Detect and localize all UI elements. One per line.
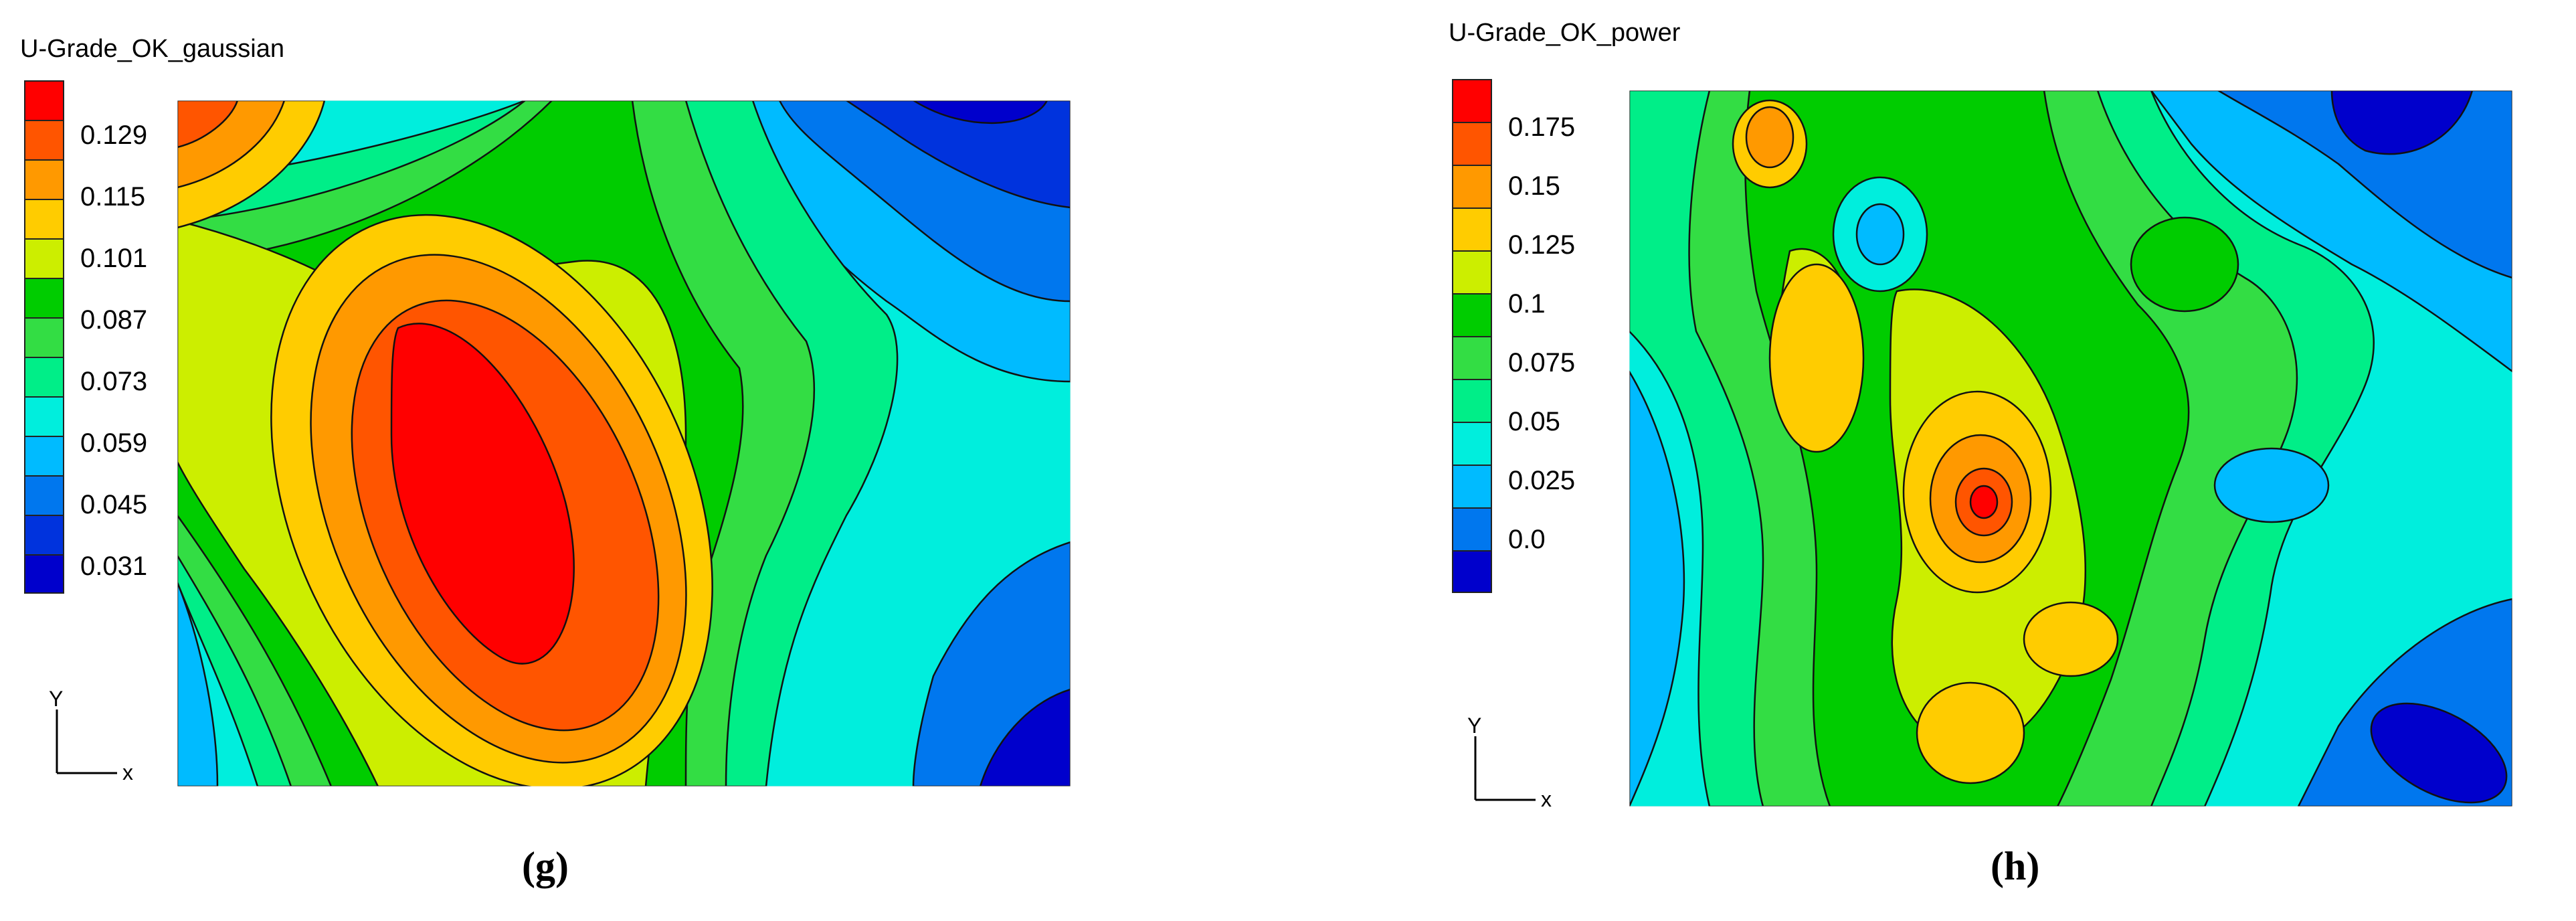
legend-tick-label: 0.025 (1508, 466, 1576, 495)
chart-title-h: U-Grade_OK_power (1449, 19, 1681, 47)
axis-x-glyph: x (122, 760, 133, 783)
contour-band (844, 100, 1071, 209)
legend-swatch (1452, 293, 1492, 336)
axis-glyph-h: Y x (1467, 716, 1552, 810)
legend-tick-label: 0.031 (80, 552, 148, 581)
panel-label-g: (g) (522, 844, 569, 888)
contour-band (2130, 216, 2239, 313)
legend-swatch (1452, 122, 1492, 165)
contour-band (2330, 90, 2474, 155)
contour-band (1969, 485, 1999, 519)
legend-tick-label: 0.129 (80, 120, 148, 150)
axis-glyph-g: Y x (49, 689, 133, 783)
contour-band (979, 688, 1071, 786)
legend-swatch (24, 278, 64, 317)
legend-tick-label: 0.175 (1508, 112, 1576, 142)
legend-tick-label: 0.15 (1508, 171, 1560, 201)
legend-swatch (1452, 422, 1492, 465)
legend-swatch (24, 475, 64, 515)
legend-tick-label: 0.075 (1508, 348, 1576, 378)
legend-swatch (24, 396, 64, 436)
contour-map-h (1629, 90, 2512, 807)
legend-swatch (24, 436, 64, 475)
legend-swatch (24, 357, 64, 396)
legend-tick-label: 0.1 (1508, 289, 1546, 319)
legend-tick-label: 0.101 (80, 244, 148, 273)
contour-band (1855, 203, 1905, 266)
legend-tick-label: 0.087 (80, 305, 148, 335)
contour-band (2213, 447, 2330, 523)
axis-y-glyph: Y (1467, 716, 1481, 738)
chart-title-g: U-Grade_OK_gaussian (20, 35, 284, 63)
legend-swatch (1452, 465, 1492, 507)
contour-band (177, 582, 219, 786)
panel-g: U-Grade_OK_gaussian 0.129 0.115 0.101 0.087… (20, 35, 1071, 888)
legend-tick-label: 0.073 (80, 367, 148, 396)
legend-tick-label: 0.045 (80, 490, 148, 519)
panel-label-h: (h) (1991, 844, 2040, 888)
legend-swatch (1452, 207, 1492, 250)
legend-swatch (1452, 336, 1492, 379)
panel-h: U-Grade_OK_power 0.175 0.15 0.125 0.1 0.075 0… (1288, 0, 2576, 921)
contour-band (1629, 369, 1685, 807)
legend-swatch (24, 120, 64, 159)
legend-tick-label: 0.0 (1508, 525, 1546, 554)
legend-swatch (1452, 79, 1492, 122)
legend-swatch (24, 159, 64, 199)
legend-swatch (24, 515, 64, 554)
contour-band (2370, 702, 2508, 804)
contour-band (2023, 601, 2119, 677)
contour-band (1916, 681, 2025, 784)
contour-band (390, 323, 575, 665)
legend-tick-label: 0.059 (80, 428, 148, 458)
legend-swatch (24, 199, 64, 238)
axis-x-glyph: x (1541, 787, 1552, 810)
legend-swatch (1452, 550, 1492, 593)
legend-swatch (24, 554, 64, 594)
contour-band (911, 100, 1048, 124)
legend-swatch (24, 317, 64, 357)
legend-swatch (24, 238, 64, 278)
contour-band (177, 100, 239, 149)
legend-swatch (24, 80, 64, 120)
contour-band (1745, 106, 1795, 169)
contour-map-g (177, 100, 1071, 786)
legend-tick-label: 0.115 (80, 182, 146, 212)
legend-swatch (1452, 507, 1492, 550)
legend-swatch (1452, 379, 1492, 422)
contour-band (1768, 263, 1865, 453)
legend-tick-label: 0.125 (1508, 230, 1576, 260)
axis-y-glyph: Y (49, 689, 63, 711)
legend-swatch (1452, 250, 1492, 293)
legend-swatch (1452, 165, 1492, 207)
legend-tick-label: 0.05 (1508, 407, 1560, 436)
